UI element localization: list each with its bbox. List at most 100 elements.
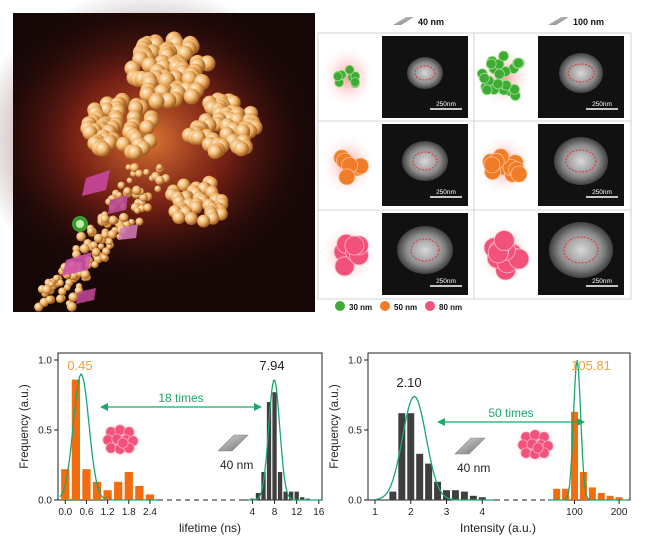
x-tick-label: 4 bbox=[479, 507, 485, 518]
x-tick-label: 0.6 bbox=[80, 507, 94, 518]
histogram-bar bbox=[597, 493, 605, 500]
nanoparticle bbox=[160, 92, 177, 109]
nanoplate-outline bbox=[563, 236, 599, 264]
histogram-bar bbox=[288, 491, 294, 500]
histogram-bar bbox=[579, 472, 587, 500]
histogram-bar bbox=[588, 487, 596, 500]
x-tick-label: 1.8 bbox=[122, 507, 136, 518]
nanoparticle bbox=[58, 287, 67, 296]
x-tick-label: 1.2 bbox=[101, 507, 115, 518]
nanoplate-outline bbox=[565, 149, 597, 173]
histogram-bar bbox=[255, 493, 261, 500]
nanoparticle bbox=[52, 274, 61, 282]
nanoparticle bbox=[131, 185, 142, 195]
nanoplate-size-label: 40 nm bbox=[220, 458, 253, 472]
nanoplate-size-label: 40 nm bbox=[457, 461, 490, 475]
nanoparticle bbox=[143, 203, 152, 212]
nanoparticle bbox=[87, 227, 95, 236]
scale-label: 250nm bbox=[436, 189, 456, 196]
nanoparticle bbox=[207, 144, 223, 160]
schematic-particle bbox=[492, 78, 504, 90]
nanoparticle bbox=[118, 212, 129, 223]
histogram-bar bbox=[145, 494, 155, 500]
legend-label-30nm: 30 nm bbox=[349, 303, 372, 312]
histogram-bar bbox=[277, 472, 283, 500]
nanoparticle bbox=[100, 254, 108, 262]
peak-value-label: 0.45 bbox=[67, 358, 92, 373]
sem-particle-cluster bbox=[407, 57, 443, 89]
nanoplate-outline bbox=[410, 238, 440, 262]
nanoparticle bbox=[93, 233, 104, 243]
ratio-annotation: 18 times bbox=[158, 391, 203, 405]
x-axis-label: lifetime (ns) bbox=[179, 521, 241, 535]
nanoparticle bbox=[101, 230, 110, 239]
legend-swatch-80nm bbox=[425, 301, 435, 311]
nanoplate-outline bbox=[412, 151, 438, 171]
schematic-particle bbox=[510, 165, 528, 183]
histogram-bar bbox=[124, 472, 133, 500]
y-axis-label: Frequency (a.u.) bbox=[329, 384, 341, 469]
histogram-bar bbox=[571, 411, 578, 500]
histogram-bar bbox=[305, 498, 310, 500]
x-tick-label: 200 bbox=[611, 507, 628, 518]
scale-label: 250nm bbox=[592, 278, 612, 285]
histogram-bar bbox=[425, 463, 433, 500]
nanoparticle bbox=[55, 294, 65, 304]
schematic-particle bbox=[344, 64, 355, 75]
nanoparticle bbox=[148, 93, 165, 110]
arrow-head-right bbox=[577, 418, 585, 426]
nanoparticle bbox=[156, 163, 163, 171]
ratio-annotation: 50 times bbox=[488, 406, 533, 420]
nanoparticle bbox=[126, 177, 133, 184]
legend-swatch-30nm bbox=[335, 301, 345, 311]
nanoparticle bbox=[143, 168, 150, 176]
arrow-head-left bbox=[100, 403, 108, 411]
nanoparticle bbox=[106, 238, 113, 246]
scale-label: 250nm bbox=[592, 189, 612, 196]
schematic-particle bbox=[483, 156, 501, 174]
nanoparticle bbox=[100, 214, 110, 224]
nanoparticle bbox=[108, 215, 118, 225]
schematic-particle bbox=[512, 57, 524, 69]
gaussian-fit-curve bbox=[374, 395, 493, 501]
histogram-bar bbox=[114, 481, 123, 500]
histogram-bar bbox=[553, 488, 561, 500]
plot-frame bbox=[57, 352, 323, 501]
column-header-100nm: 100 nm bbox=[573, 17, 604, 27]
nanoparticle bbox=[91, 260, 99, 269]
schematic-particle bbox=[493, 68, 505, 80]
histogram-bar bbox=[71, 379, 80, 500]
arrow-head-right bbox=[254, 403, 262, 411]
nanoparticle bbox=[172, 211, 186, 225]
sem-particle-cluster bbox=[559, 53, 603, 93]
schematic-particle bbox=[493, 230, 515, 251]
legend-label-80nm: 80 nm bbox=[439, 303, 462, 312]
nanoparticle bbox=[91, 247, 101, 257]
histogram-bar bbox=[272, 392, 277, 500]
arrow-head-left bbox=[437, 418, 445, 426]
nanoparticle bbox=[97, 243, 105, 250]
histogram-bar bbox=[615, 497, 623, 500]
scale-label: 250nm bbox=[436, 278, 456, 285]
nanoparticle bbox=[135, 169, 144, 178]
size-legend: 30 nm 50 nm 80 nm bbox=[335, 301, 462, 312]
histogram-bar bbox=[478, 497, 486, 500]
scale-label: 250nm bbox=[436, 101, 456, 108]
nanoparticle bbox=[80, 269, 90, 280]
gaussian-fit-curve bbox=[248, 379, 321, 501]
x-tick-label: 0.0 bbox=[58, 507, 72, 518]
histogram-bar bbox=[407, 413, 415, 500]
nanoparticle-cluster-right bbox=[181, 92, 263, 160]
intensity-histogram: 0.0 0.5 1.0 Frequency (a.u.) 1 2 3 4 100 200 Inten… bbox=[329, 352, 631, 535]
column-header-40nm: 40 nm bbox=[418, 17, 444, 27]
legend-label-50nm: 50 nm bbox=[394, 303, 417, 312]
nanoparticle bbox=[154, 185, 162, 193]
nanoplate-outline bbox=[414, 65, 436, 81]
histogram-bar bbox=[562, 488, 570, 500]
histogram-bar bbox=[416, 453, 424, 500]
x-tick-label: 8 bbox=[272, 507, 278, 518]
sem-particle-cluster bbox=[402, 141, 448, 181]
nanoparticle bbox=[183, 88, 200, 105]
sem-grid: 40 nm 100 nm 250nm 250nm 250nm 250nm 250nm 25… bbox=[317, 17, 632, 300]
nanoparticle-cluster-left bbox=[80, 92, 160, 160]
